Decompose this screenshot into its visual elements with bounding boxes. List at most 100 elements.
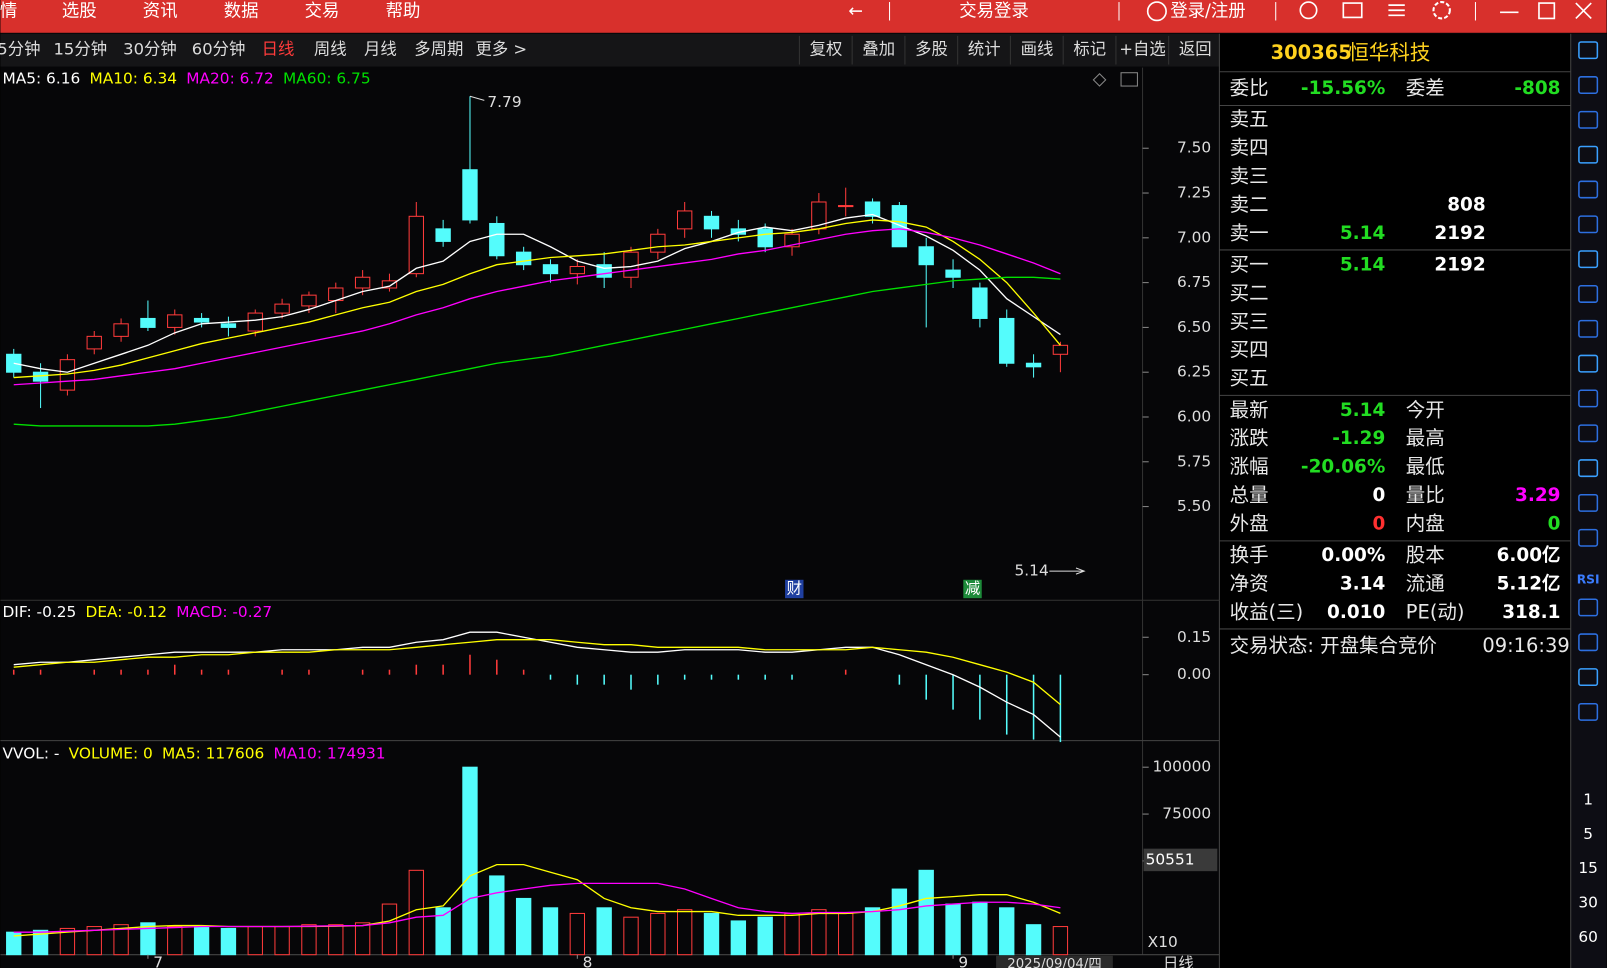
- period-tab[interactable]: 月线: [364, 40, 397, 59]
- side-period[interactable]: 5: [1583, 825, 1593, 843]
- quote-value: 0: [1548, 514, 1561, 535]
- volume-bar: [918, 869, 934, 956]
- period-label: 日线: [1163, 954, 1194, 968]
- volume-bar: [220, 927, 237, 956]
- volume-bar: [972, 901, 988, 956]
- period-tab[interactable]: 日线: [262, 40, 295, 59]
- side-icon[interactable]: [1578, 145, 1599, 164]
- layout-icon[interactable]: [1120, 72, 1138, 87]
- side-icon[interactable]: [1578, 76, 1599, 94]
- quote-value: 3.29: [1515, 485, 1560, 506]
- y-tick-label: 6.00: [1177, 407, 1211, 425]
- side-icon[interactable]: [1578, 633, 1599, 652]
- y-tick-label: 6.50: [1177, 318, 1211, 336]
- quote-value: -1.29: [1332, 428, 1385, 449]
- candle-body: [515, 251, 532, 266]
- legend-entry: MA60: 6.75: [283, 69, 371, 87]
- tool-button[interactable]: 统计: [968, 40, 1001, 59]
- y-tick-label: 0.15: [1177, 628, 1211, 646]
- menu-item[interactable]: 选股: [62, 1, 97, 21]
- volume-bar: [59, 927, 76, 956]
- side-period[interactable]: 60: [1578, 928, 1598, 946]
- side-period[interactable]: 30: [1578, 893, 1598, 911]
- menu-item[interactable]: 帮助: [386, 1, 421, 21]
- side-icon[interactable]: [1578, 668, 1599, 687]
- book-label: 买三: [1230, 310, 1269, 333]
- menu-item[interactable]: 情: [0, 1, 17, 21]
- period-tab[interactable]: 更多 >: [475, 40, 527, 59]
- side-icon[interactable]: [1578, 110, 1599, 129]
- side-icon[interactable]: [1578, 41, 1599, 60]
- candle-body: [676, 210, 693, 230]
- side-icon[interactable]: [1578, 528, 1599, 547]
- side-icon[interactable]: [1578, 459, 1599, 478]
- side-icon[interactable]: [1578, 702, 1599, 721]
- stock-name: 恒华科技: [1348, 40, 1430, 64]
- side-icon[interactable]: [1578, 319, 1599, 338]
- maximize[interactable]: [1538, 2, 1556, 20]
- volume-bar: [703, 912, 720, 956]
- service-icon[interactable]: [1299, 1, 1318, 20]
- candle-body: [462, 169, 478, 221]
- side-icon[interactable]: [1578, 354, 1599, 373]
- volume-bar: [811, 909, 827, 956]
- side-icon[interactable]: [1578, 180, 1599, 199]
- event-badge[interactable]: [785, 579, 804, 599]
- tool-button[interactable]: 叠加: [862, 40, 895, 59]
- trade-status: 交易状态: 开盘集合竞价: [1230, 634, 1437, 657]
- y-tick-label: 5.50: [1177, 497, 1211, 515]
- candle-body: [301, 294, 317, 307]
- candle-body: [354, 276, 371, 289]
- side-icon[interactable]: [1578, 250, 1599, 269]
- period-tab[interactable]: 多周期: [414, 40, 463, 59]
- period-tab[interactable]: 15分钟: [54, 40, 108, 59]
- menu-item[interactable]: 交易: [305, 1, 340, 21]
- ma-line: [13, 219, 1061, 379]
- draw-icon[interactable]: [1092, 73, 1107, 87]
- user-icon[interactable]: [1146, 1, 1167, 22]
- high-label: 7.79: [487, 93, 521, 111]
- tool-button[interactable]: 多股: [915, 40, 948, 59]
- menu-item[interactable]: 数据: [224, 1, 259, 21]
- side-period[interactable]: 1: [1583, 791, 1593, 809]
- quote-label: 涨幅: [1230, 455, 1269, 478]
- back-arrow[interactable]: ←: [848, 1, 863, 21]
- volume-bar: [891, 888, 908, 956]
- menu-item[interactable]: 资讯: [143, 1, 178, 21]
- volume-bar: [569, 912, 586, 956]
- date-label: 2025/09/04/四: [1007, 957, 1101, 968]
- period-tab[interactable]: 5分钟: [0, 40, 40, 59]
- candle-body: [542, 264, 559, 275]
- candle-body: [1025, 362, 1042, 368]
- volume-bar: [247, 926, 263, 956]
- side-icon[interactable]: [1578, 215, 1599, 234]
- period-tab[interactable]: 周线: [314, 40, 347, 59]
- tool-button[interactable]: 标记: [1073, 40, 1106, 59]
- period-tab[interactable]: 30分钟: [123, 40, 177, 59]
- side-icon[interactable]: [1578, 424, 1599, 443]
- tool-button[interactable]: +自选: [1119, 40, 1165, 59]
- user-login[interactable]: 登录/注册: [1170, 1, 1245, 21]
- side-icon[interactable]: [1578, 389, 1599, 408]
- menu-icon[interactable]: [1388, 4, 1405, 17]
- tool-button[interactable]: 返回: [1179, 40, 1212, 59]
- candle-body: [247, 312, 263, 332]
- legend-entry: MA10: 174931: [274, 744, 386, 762]
- side-period[interactable]: 15: [1578, 859, 1598, 877]
- settings-icon[interactable]: [1432, 1, 1451, 20]
- mail-icon[interactable]: [1342, 2, 1363, 19]
- candle-body: [999, 317, 1015, 364]
- tool-button[interactable]: 画线: [1021, 40, 1054, 59]
- side-icon[interactable]: [1578, 285, 1599, 303]
- legend-entry: DEA: -0.12: [85, 603, 167, 621]
- side-icon[interactable]: [1578, 493, 1599, 512]
- side-rsi[interactable]: RSI: [1577, 572, 1600, 586]
- event-badge[interactable]: [963, 579, 982, 599]
- tool-button[interactable]: 复权: [810, 40, 843, 59]
- period-tab[interactable]: 60分钟: [192, 40, 246, 59]
- close[interactable]: [1575, 2, 1592, 20]
- side-icon[interactable]: [1578, 598, 1599, 617]
- volume-bar: [542, 907, 559, 956]
- trade-login[interactable]: 交易登录: [959, 1, 1029, 21]
- quote-value: 5.14: [1340, 400, 1385, 421]
